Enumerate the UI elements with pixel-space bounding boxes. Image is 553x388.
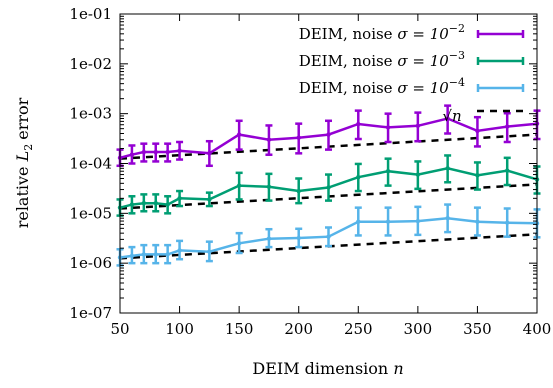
data-point [326, 185, 331, 190]
data-point [207, 197, 212, 202]
data-point [207, 151, 212, 156]
data-point [165, 202, 170, 207]
data-point [385, 219, 391, 224]
data-point [445, 116, 450, 121]
legend-sigma-exp: −2 [449, 22, 465, 35]
y-axis-label-text: relative [13, 166, 32, 228]
x-tick-label: 100 [165, 320, 194, 338]
x-tick-label: 150 [225, 320, 254, 338]
data-point [415, 172, 421, 177]
data-point [177, 248, 182, 253]
data-point [153, 149, 158, 155]
legend-sigma: σ = 10 [397, 25, 449, 43]
x-tick-label: 300 [404, 320, 433, 338]
x-tick-label: 50 [110, 320, 129, 338]
y-axis-label: relative L2 error [13, 97, 35, 228]
data-point [207, 249, 212, 254]
data-point [296, 135, 301, 140]
plot-content [116, 104, 541, 267]
y-tick-label: 1e-02 [69, 55, 112, 73]
data-point [326, 132, 331, 137]
data-point [236, 183, 242, 188]
x-tick-label: 250 [344, 320, 373, 338]
x-tick-label: 350 [463, 320, 492, 338]
y-axis-label-tail: error [13, 97, 32, 139]
y-axis-label-sym: L [13, 151, 32, 163]
y-axis-label-sub: 2 [22, 144, 35, 151]
legend-label-text: DEIM, noise [299, 25, 398, 43]
legend-sigma-exp: −3 [449, 49, 465, 62]
series-1 [116, 104, 541, 168]
data-point [296, 235, 301, 241]
data-point [165, 149, 170, 155]
x-tick-label: 400 [523, 320, 552, 338]
data-point [177, 148, 182, 153]
data-point [129, 202, 135, 207]
data-point [445, 166, 450, 171]
data-point [415, 123, 421, 129]
y-tick-label: 1e-05 [69, 204, 112, 222]
data-point [415, 218, 421, 224]
legend-label: DEIM, noise σ = 10−2 [299, 22, 465, 43]
data-point [445, 215, 450, 221]
y-tick-label: 1e-03 [69, 105, 112, 123]
legend-label-text: DEIM, noise [299, 52, 398, 70]
data-point [141, 149, 147, 155]
data-point [296, 188, 301, 194]
data-point [153, 252, 158, 257]
x-axis: 50 100 150 200 250 300 350 400 [110, 14, 551, 338]
legend-sigma-exp: −4 [449, 76, 465, 89]
data-point [356, 175, 361, 180]
legend-label: DEIM, noise σ = 10−3 [299, 49, 465, 70]
data-point [165, 252, 170, 257]
data-point [385, 169, 391, 174]
data-point [266, 184, 272, 190]
data-point [141, 200, 147, 206]
y-axis: 1e-07 1e-06 1e-05 1e-04 1e-03 1e-02 1e-01 [69, 5, 537, 322]
data-point [177, 196, 182, 201]
data-point [266, 236, 272, 241]
series-2 [116, 154, 541, 217]
data-point [236, 241, 242, 246]
x-axis-label-var: n [393, 359, 403, 378]
data-point [266, 137, 272, 142]
data-point [475, 128, 480, 134]
legend-sigma: σ = 10 [397, 52, 449, 70]
x-axis-label: DEIM dimension n [252, 359, 403, 378]
data-point [505, 168, 510, 173]
y-tick-label: 1e-01 [69, 5, 112, 23]
reference-label: √n [442, 107, 461, 125]
data-point [356, 121, 361, 127]
series-3 [116, 203, 541, 267]
data-point [356, 219, 361, 224]
x-axis-label-text: DEIM dimension [252, 359, 388, 378]
y-tick-label: 1e-06 [69, 254, 112, 272]
legend-label: DEIM, noise σ = 10−4 [299, 76, 465, 97]
data-point [385, 125, 391, 130]
legend-sigma: σ = 10 [397, 79, 449, 97]
data-point [129, 152, 135, 157]
data-point [475, 173, 480, 178]
data-point [129, 253, 135, 259]
y-tick-label: 1e-07 [69, 304, 112, 322]
legend-label-text: DEIM, noise [299, 79, 398, 97]
x-tick-label: 200 [284, 320, 313, 338]
data-point [505, 124, 510, 129]
data-point [326, 234, 331, 239]
data-point [236, 132, 242, 137]
data-point [153, 200, 158, 206]
y-tick-label: 1e-04 [69, 155, 112, 173]
data-point [141, 252, 147, 257]
data-point [475, 219, 480, 224]
data-point [505, 220, 510, 225]
